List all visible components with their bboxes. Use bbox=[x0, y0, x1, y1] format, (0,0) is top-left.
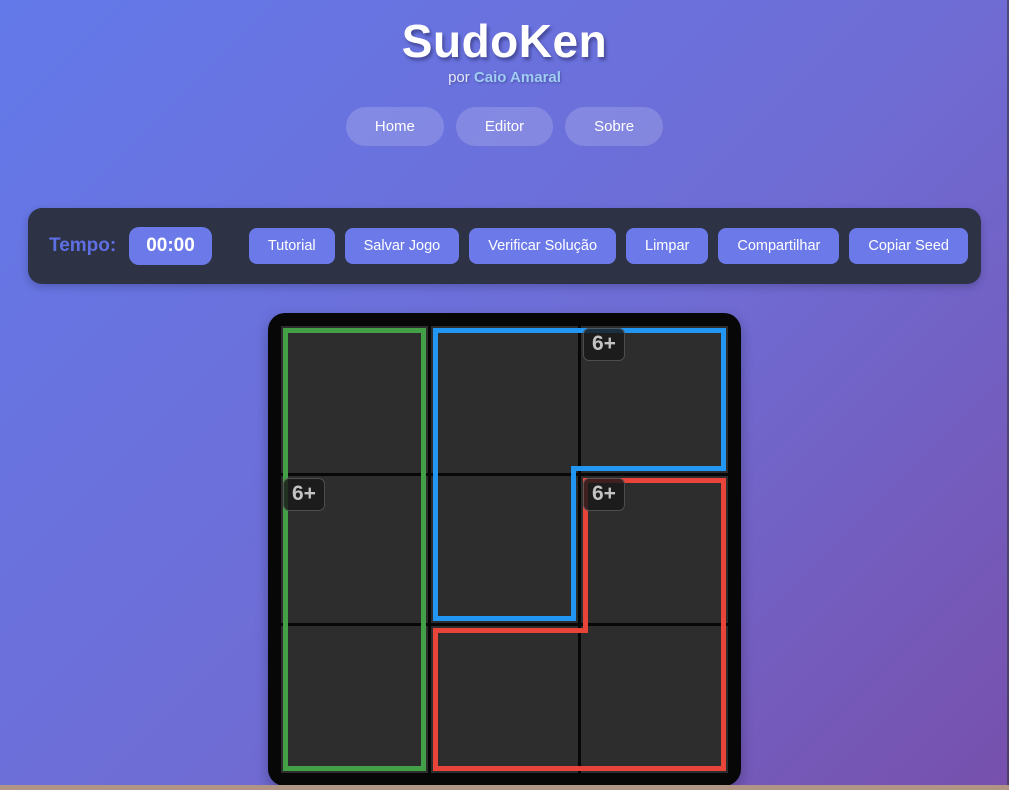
puzzle-board: 6+ 6+ 6+ bbox=[268, 313, 741, 786]
page-header: SudoKen por Caio Amaral Home Editor Sobr… bbox=[0, 0, 1009, 146]
byline-prefix: por bbox=[448, 69, 470, 86]
timer-label: Tempo: bbox=[49, 235, 117, 256]
game-toolbar: Tempo: 00:00 Tutorial Salvar Jogo Verifi… bbox=[28, 208, 981, 284]
cage-label-blue: 6+ bbox=[583, 328, 625, 362]
grid-cell-r0c0[interactable] bbox=[281, 326, 428, 473]
grid-cell-r0c2[interactable]: 6+ bbox=[581, 326, 728, 473]
grid-cell-r1c2[interactable]: 6+ bbox=[581, 476, 728, 623]
cell-grid: 6+ 6+ 6+ bbox=[281, 326, 728, 773]
save-game-button[interactable]: Salvar Jogo bbox=[344, 228, 460, 264]
grid-cell-r2c2[interactable] bbox=[581, 626, 728, 773]
grid-cell-r1c1[interactable] bbox=[431, 476, 578, 623]
byline: por Caio Amaral bbox=[0, 69, 1009, 86]
clear-button[interactable]: Limpar bbox=[626, 228, 709, 264]
tutorial-button[interactable]: Tutorial bbox=[248, 228, 335, 264]
below-fold-section-edge bbox=[0, 785, 1009, 790]
grid-cell-r2c1[interactable] bbox=[431, 626, 578, 773]
byline-author: Caio Amaral bbox=[473, 69, 561, 86]
copy-seed-button[interactable]: Copiar Seed bbox=[849, 228, 968, 264]
share-button[interactable]: Compartilhar bbox=[718, 228, 840, 264]
page-title: SudoKen bbox=[401, 15, 608, 67]
cage-label-red: 6+ bbox=[583, 478, 625, 512]
grid-cell-r0c1[interactable] bbox=[431, 326, 578, 473]
window-right-edge bbox=[1007, 0, 1009, 790]
nav-home-button[interactable]: Home bbox=[345, 107, 444, 146]
main-nav: Home Editor Sobre bbox=[0, 107, 1009, 146]
grid-cell-r2c0[interactable] bbox=[281, 626, 428, 773]
timer-value: 00:00 bbox=[129, 227, 212, 265]
nav-editor-button[interactable]: Editor bbox=[455, 107, 554, 146]
grid-cell-r1c0[interactable]: 6+ bbox=[281, 476, 428, 623]
check-solution-button[interactable]: Verificar Solução bbox=[469, 228, 617, 264]
cage-label-green: 6+ bbox=[283, 478, 325, 512]
nav-sobre-button[interactable]: Sobre bbox=[565, 107, 664, 146]
